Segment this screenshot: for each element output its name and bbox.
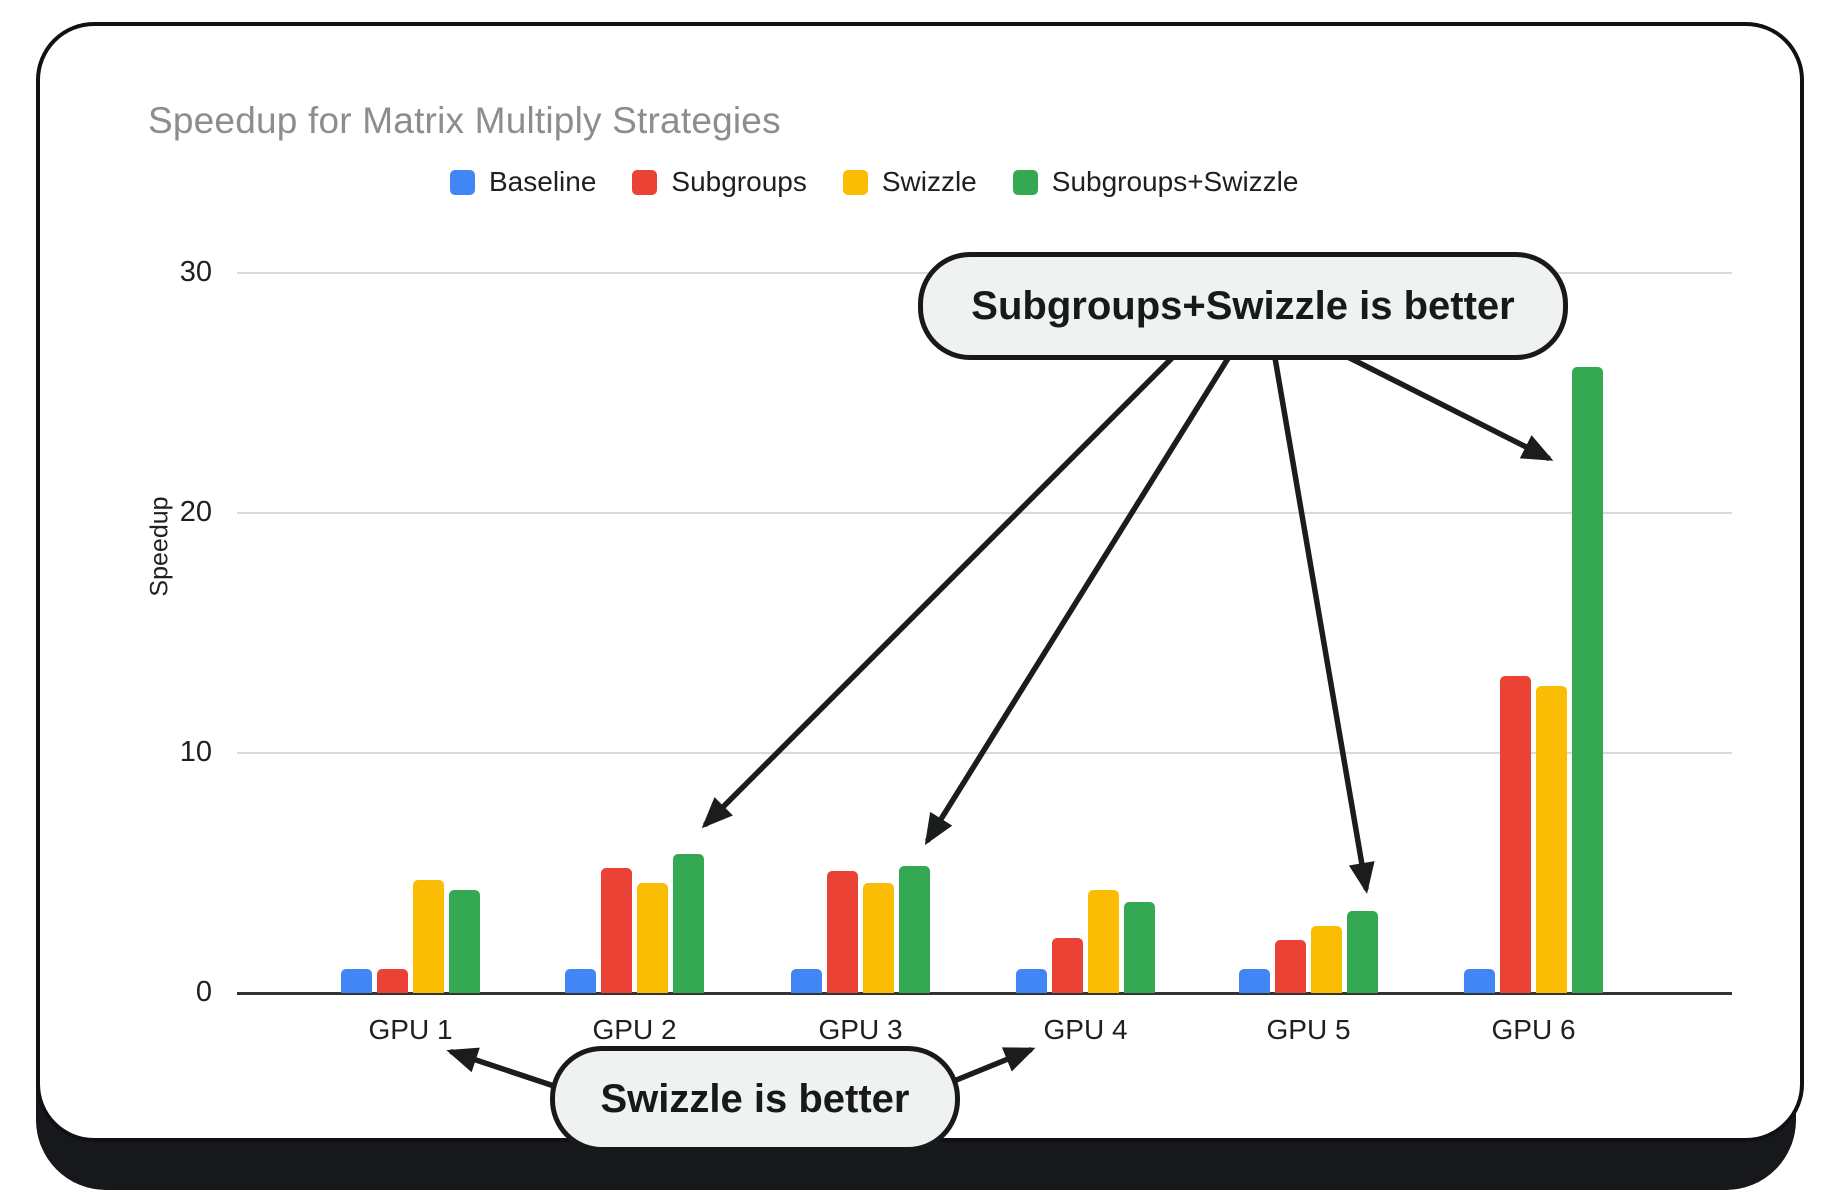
x-category-label-6: GPU 6: [1491, 1014, 1576, 1045]
bar-gpu3-swizzle: [863, 883, 894, 993]
y-tick-label-0: 0: [195, 976, 212, 1008]
bar-gpu2-subgroups+swizzle: [673, 854, 704, 993]
legend-label: Swizzle: [881, 166, 977, 197]
legend-swatch-icon: [450, 169, 475, 195]
bar-gpu5-subgroups+swizzle: [1347, 911, 1378, 993]
y-tick-label-30: 30: [179, 256, 212, 288]
bar-gpu5-baseline: [1239, 969, 1270, 993]
legend-swatch-icon: [842, 169, 868, 195]
x-axis-line: [237, 992, 1732, 995]
legend-item-subgroups: Subgroups: [632, 166, 807, 198]
bar-gpu3-baseline: [791, 969, 822, 993]
bar-gpu6-swizzle: [1536, 686, 1567, 993]
callout-subgroups-swizzle-better: Subgroups+Swizzle is better: [918, 252, 1568, 360]
legend-label: Subgroups: [671, 166, 807, 197]
legend-label: Subgroups+Swizzle: [1051, 166, 1299, 197]
chart-legend: Baseline Subgroups Swizzle Subgroups+Swizzl…: [450, 166, 1298, 198]
gridline-20: [237, 512, 1732, 514]
x-category-label-4: GPU 4: [1043, 1014, 1128, 1045]
x-category-label-2: GPU 2: [592, 1014, 677, 1045]
legend-item-baseline: Baseline: [450, 166, 596, 198]
bar-gpu3-subgroups+swizzle: [899, 866, 930, 993]
bar-gpu5-swizzle: [1311, 926, 1342, 993]
bar-gpu1-subgroups: [377, 969, 408, 993]
y-tick-label-20: 20: [179, 496, 212, 528]
legend-label: Baseline: [489, 166, 597, 197]
bar-gpu4-baseline: [1016, 969, 1047, 993]
bar-gpu6-baseline: [1464, 969, 1495, 993]
callout-swizzle-better: Swizzle is better: [550, 1046, 960, 1152]
legend-item-subgroups+swizzle: Subgroups+Swizzle: [1012, 166, 1299, 198]
bar-gpu1-baseline: [341, 969, 372, 993]
chart-title: Speedup for Matrix Multiply Strategies: [148, 100, 781, 141]
x-category-label-5: GPU 5: [1266, 1014, 1351, 1045]
bar-gpu1-subgroups+swizzle: [449, 890, 480, 993]
legend-swatch-icon: [1012, 169, 1038, 195]
bar-gpu1-swizzle: [413, 880, 444, 993]
bar-gpu6-subgroups: [1500, 676, 1531, 993]
bar-gpu6-subgroups+swizzle: [1572, 367, 1603, 993]
bar-gpu3-subgroups: [827, 871, 858, 993]
x-category-label-3: GPU 3: [818, 1014, 903, 1045]
bar-gpu4-subgroups+swizzle: [1124, 902, 1155, 993]
legend-item-swizzle: Swizzle: [842, 166, 977, 198]
x-category-label-1: GPU 1: [368, 1014, 453, 1045]
bar-gpu4-swizzle: [1088, 890, 1119, 993]
y-tick-label-10: 10: [179, 736, 212, 768]
legend-swatch-icon: [632, 169, 658, 195]
bar-gpu4-subgroups: [1052, 938, 1083, 993]
bar-gpu2-baseline: [565, 969, 596, 993]
bar-gpu5-subgroups: [1275, 940, 1306, 993]
bar-gpu2-subgroups: [601, 868, 632, 993]
bar-gpu2-swizzle: [637, 883, 668, 993]
y-axis-title: Speedup: [145, 496, 174, 597]
